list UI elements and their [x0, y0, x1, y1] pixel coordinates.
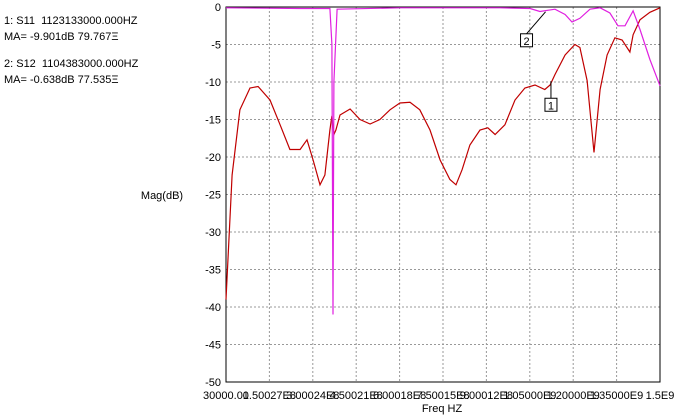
y-tick-label: -45: [205, 340, 221, 352]
marker-label: 1: [548, 100, 554, 112]
x-axis-label: Freq HZ: [422, 403, 463, 415]
x-tick-label: 4.50021E8: [330, 390, 383, 402]
marker-box: [544, 97, 558, 112]
y-tick-label: -35: [205, 265, 221, 277]
y-tick-label: 0: [215, 2, 221, 14]
y-tick-label: -20: [205, 152, 221, 164]
plot-border: [225, 6, 661, 383]
x-tick-label: 1.20000E9: [547, 390, 600, 402]
x-tick-label: 3.00024E8: [286, 390, 339, 402]
marker-pointer: [526, 11, 546, 35]
y-tick-label: -40: [205, 302, 221, 314]
x-tick-label: 1.5E9: [646, 390, 675, 402]
x-tick-label: 1.35000E9: [590, 390, 643, 402]
marker-label: 2: [523, 36, 529, 48]
trace: [225, 7, 661, 300]
x-tick-label: 9.00012E8: [460, 390, 513, 402]
x-tick-label: 1.50027E8: [243, 390, 296, 402]
readout: MA= -0.638dB 77.535Ξ: [4, 74, 118, 86]
y-tick-label: -10: [205, 77, 221, 89]
x-tick-label: 30000.00: [203, 390, 249, 402]
readout: 2: S12 1104383000.000HZ: [4, 58, 139, 70]
x-tick-label: 1.05000E9: [503, 390, 556, 402]
y-tick-label: -15: [205, 115, 221, 127]
y-tick-label: -30: [205, 227, 221, 239]
readout: 1: S11 1123133000.000HZ: [4, 15, 138, 27]
y-axis-label: Mag(dB): [141, 190, 183, 202]
marker-box: [520, 33, 534, 48]
y-tick-label: -25: [205, 190, 221, 202]
x-tick-label: 7.50015E8: [416, 390, 469, 402]
x-tick-label: 6.00018E8: [373, 390, 426, 402]
trace: [225, 7, 661, 315]
readout: MA= -9.901dB 79.767Ξ: [4, 31, 118, 43]
y-tick-label: -50: [205, 377, 221, 389]
y-tick-label: -5: [211, 40, 221, 52]
